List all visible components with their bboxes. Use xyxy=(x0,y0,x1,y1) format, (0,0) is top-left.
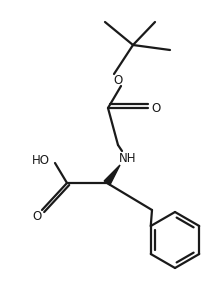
Polygon shape xyxy=(104,165,120,185)
Text: O: O xyxy=(151,101,161,114)
Text: HO: HO xyxy=(32,153,50,166)
Text: NH: NH xyxy=(119,151,137,164)
Text: O: O xyxy=(32,210,42,224)
Text: O: O xyxy=(113,74,123,87)
